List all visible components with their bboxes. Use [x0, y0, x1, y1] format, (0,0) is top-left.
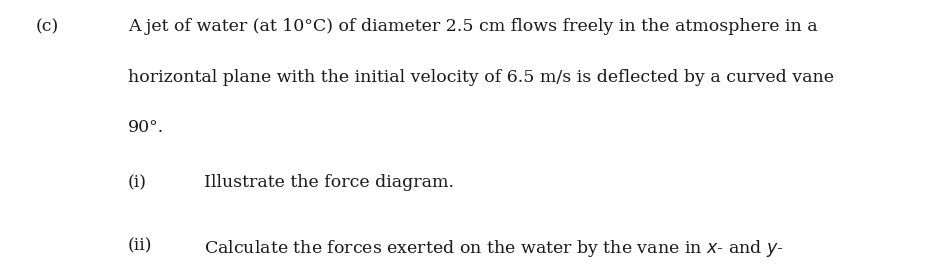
- Text: 90°.: 90°.: [128, 119, 164, 136]
- Text: Illustrate the force diagram.: Illustrate the force diagram.: [204, 174, 454, 191]
- Text: (ii): (ii): [128, 238, 153, 254]
- Text: (i): (i): [128, 174, 147, 191]
- Text: Calculate the forces exerted on the water by the vane in $x$- and $y$-: Calculate the forces exerted on the wate…: [204, 238, 783, 259]
- Text: A jet of water (at 10°C) of diameter 2.5 cm flows freely in the atmosphere in a: A jet of water (at 10°C) of diameter 2.5…: [128, 18, 817, 35]
- Text: horizontal plane with the initial velocity of 6.5 m/s is deflected by a curved v: horizontal plane with the initial veloci…: [128, 69, 834, 86]
- Text: (c): (c): [36, 18, 60, 35]
